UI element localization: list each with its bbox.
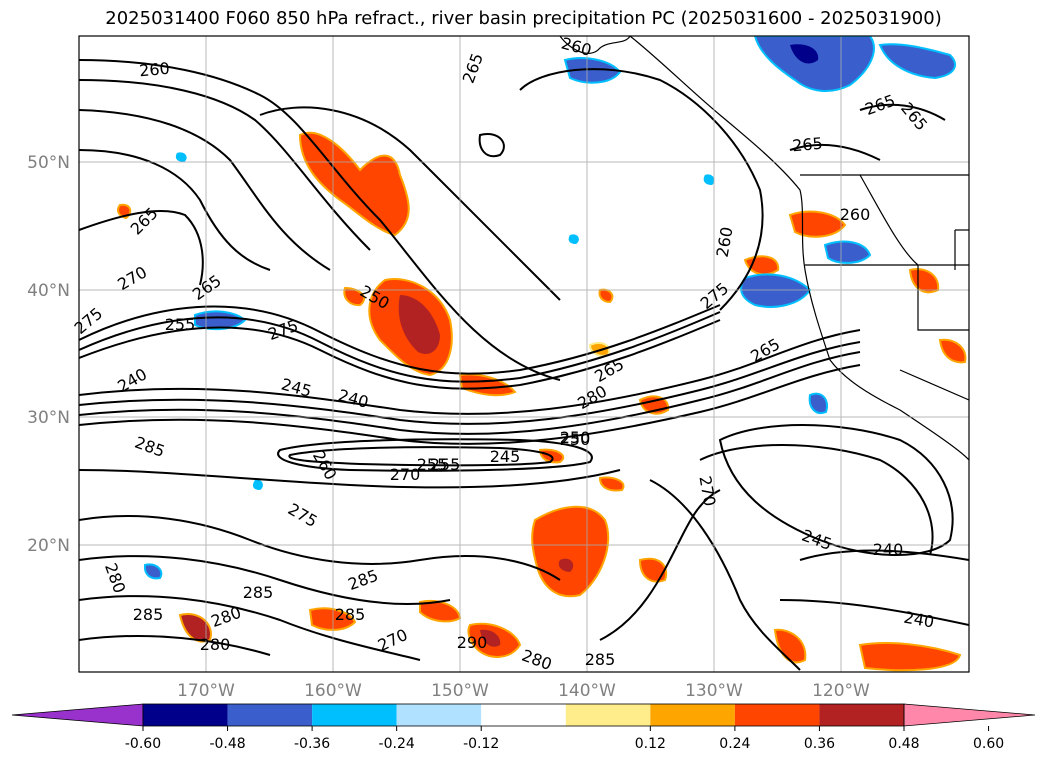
colorbar-tick-label: 0.60 <box>973 736 1004 752</box>
plot-frame <box>78 35 970 673</box>
colorbar-tick-label: 0.48 <box>888 736 919 752</box>
colorbar-segment <box>650 704 735 726</box>
colorbar-tick-label: -0.60 <box>125 736 161 752</box>
contour-label: 265 <box>791 134 823 156</box>
gridlines <box>79 36 969 672</box>
colorbar-extend-high <box>903 703 1036 727</box>
contour-label: 270 <box>390 465 421 484</box>
lon-label-140w: 140°W <box>558 681 616 701</box>
lat-label-20n: 20°N <box>27 536 70 556</box>
lon-label-160w: 160°W <box>304 681 362 701</box>
colorbar-segment <box>734 704 820 726</box>
contour-label: 255 <box>417 455 448 474</box>
contour-label: 285 <box>243 583 274 602</box>
colorbar-segment <box>481 704 566 726</box>
colorbar-tick-label: -0.24 <box>379 736 415 752</box>
colorbar-segment <box>819 704 904 726</box>
colorbar-segment <box>227 704 313 726</box>
colorbar-segment <box>312 704 397 726</box>
colorbar-segment <box>565 704 651 726</box>
lon-label-150w: 150°W <box>431 681 489 701</box>
contour-label: 240 <box>873 540 904 559</box>
colorbar-segment <box>396 704 482 726</box>
colorbar-outline <box>142 703 905 727</box>
contour-label: 285 <box>585 650 616 669</box>
contour-label: 280 <box>200 635 231 654</box>
colorbar-tick-label: -0.12 <box>463 736 499 752</box>
colorbar-tick-label: 0.12 <box>635 736 666 752</box>
lon-label-130w: 130°W <box>685 681 743 701</box>
contour-label: 260 <box>840 205 871 224</box>
contour-label: 250 <box>560 428 591 447</box>
contour-label: 285 <box>133 605 164 624</box>
lat-label-30n: 30°N <box>27 408 70 428</box>
colorbar: -0.60 -0.48 -0.36 -0.24 -0.12 0.12 0.24 0.36 0.4… <box>11 703 1036 752</box>
contour-label: 285 <box>335 605 366 624</box>
map-title: 2025031400 F060 850 hPa refract., river … <box>105 8 942 29</box>
contour-label: 255 <box>430 455 461 474</box>
colorbar-extend-low <box>11 703 144 727</box>
lat-label-50n: 50°N <box>27 153 70 173</box>
colorbar-tick-label: 0.24 <box>719 736 750 752</box>
contour-label: 250 <box>560 430 591 449</box>
coastline <box>559 36 969 461</box>
colorbar-tick-label: 0.36 <box>804 736 835 752</box>
lon-label-120w: 120°W <box>812 681 870 701</box>
plot-area <box>79 36 969 672</box>
lat-label-40n: 40°N <box>27 281 70 301</box>
colorbar-tick-label: -0.48 <box>209 736 245 752</box>
contour-label: 260 <box>138 59 170 81</box>
colorbar-segment <box>143 704 228 726</box>
lon-label-170w: 170°W <box>177 681 235 701</box>
colorbar-tick-label: -0.36 <box>294 736 330 752</box>
contour-label: 245 <box>490 447 521 466</box>
contour-label: 255 <box>165 315 196 334</box>
refractivity-contours <box>79 59 969 671</box>
contour-label: 290 <box>457 633 488 652</box>
